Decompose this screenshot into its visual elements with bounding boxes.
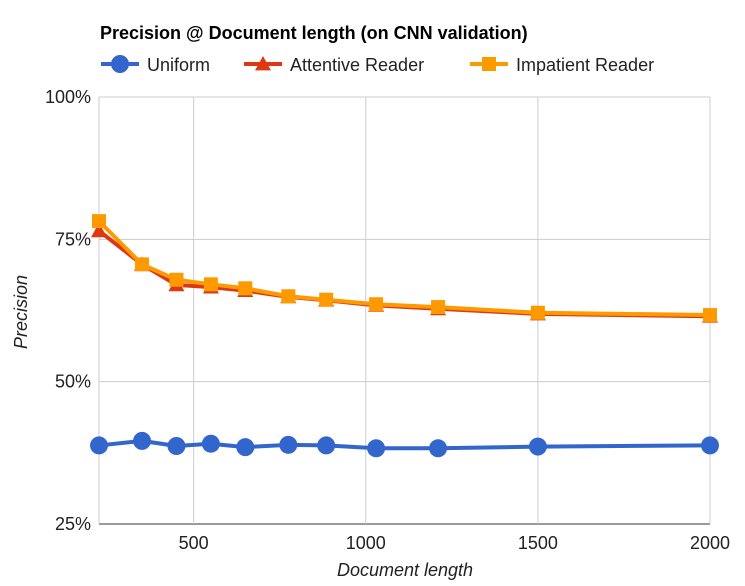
legend-label: Uniform	[147, 55, 210, 75]
data-point-impatient-reader	[319, 292, 334, 307]
y-tick-label: 100%	[45, 87, 91, 107]
plot-area	[90, 214, 719, 458]
y-tick-label: 75%	[55, 229, 91, 249]
data-point-uniform	[167, 437, 186, 456]
data-point-impatient-reader	[92, 214, 106, 229]
data-point-uniform	[367, 439, 386, 458]
y-tick-label: 50%	[55, 372, 91, 392]
chart-title: Precision @ Document length (on CNN vali…	[100, 23, 528, 43]
data-point-impatient-reader	[135, 257, 150, 272]
data-point-uniform	[133, 431, 152, 450]
legend-label: Impatient Reader	[516, 55, 654, 75]
x-tick-label: 1500	[518, 533, 558, 553]
series-line-attentive-reader	[97, 229, 711, 319]
legend-marker	[255, 56, 271, 71]
data-point-impatient-reader	[431, 300, 446, 315]
data-point-impatient-reader	[169, 272, 184, 287]
data-point-uniform	[279, 435, 298, 454]
y-tick-label: 25%	[55, 514, 91, 534]
x-axis-label: Document length	[337, 560, 473, 580]
series-attentive-reader	[91, 222, 718, 323]
x-tick-label: 2000	[690, 533, 730, 553]
legend: Uniform Attentive Reader Impatient Reader	[101, 55, 654, 75]
legend-item-attentive-reader: Attentive Reader	[244, 55, 424, 75]
data-point-uniform	[528, 437, 547, 456]
data-point-uniform	[701, 436, 719, 455]
legend-label: Attentive Reader	[290, 55, 424, 75]
data-point-uniform	[90, 436, 108, 455]
data-point-uniform	[201, 434, 220, 453]
data-point-impatient-reader	[530, 305, 545, 320]
data-point-impatient-reader	[703, 308, 717, 323]
legend-item-impatient-reader: Impatient Reader	[470, 55, 654, 75]
x-tick-label: 1000	[346, 533, 386, 553]
data-point-uniform	[429, 439, 448, 458]
data-point-impatient-reader	[369, 297, 384, 312]
grid	[98, 96, 711, 525]
series-uniform	[90, 431, 719, 458]
data-point-uniform	[236, 438, 255, 457]
series-line-uniform	[98, 438, 711, 451]
legend-marker	[482, 57, 496, 71]
data-point-impatient-reader	[203, 277, 218, 292]
data-point-impatient-reader	[281, 289, 296, 304]
legend-marker	[111, 55, 129, 73]
series-impatient-reader	[92, 214, 717, 323]
data-point-attentive-reader	[91, 222, 107, 238]
data-point-uniform	[317, 436, 336, 455]
series-line-impatient-reader	[97, 219, 711, 318]
x-tick-label: 500	[179, 533, 209, 553]
axes: 25% 50% 75% 100% 500 1000 1500 2000	[45, 87, 730, 553]
legend-item-uniform: Uniform	[101, 55, 210, 75]
data-point-impatient-reader	[238, 281, 253, 296]
y-axis-label: Precision	[11, 275, 31, 349]
